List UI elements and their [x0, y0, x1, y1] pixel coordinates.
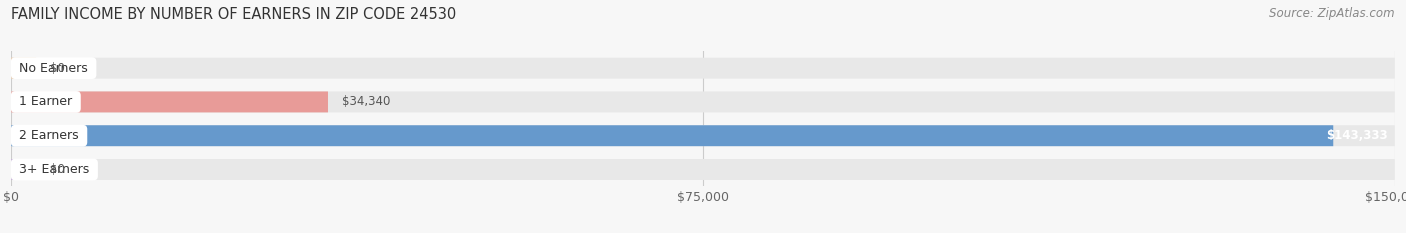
Text: 1 Earner: 1 Earner — [15, 96, 76, 108]
FancyBboxPatch shape — [11, 159, 37, 180]
Text: $0: $0 — [51, 62, 65, 75]
Text: No Earners: No Earners — [15, 62, 91, 75]
FancyBboxPatch shape — [11, 58, 37, 79]
Text: $0: $0 — [51, 163, 65, 176]
Text: $143,333: $143,333 — [1326, 129, 1388, 142]
FancyBboxPatch shape — [11, 125, 1395, 146]
Text: $34,340: $34,340 — [342, 96, 391, 108]
Text: 3+ Earners: 3+ Earners — [15, 163, 94, 176]
Text: Source: ZipAtlas.com: Source: ZipAtlas.com — [1270, 7, 1395, 20]
FancyBboxPatch shape — [11, 92, 328, 112]
FancyBboxPatch shape — [11, 92, 1395, 112]
Text: 2 Earners: 2 Earners — [15, 129, 83, 142]
Text: FAMILY INCOME BY NUMBER OF EARNERS IN ZIP CODE 24530: FAMILY INCOME BY NUMBER OF EARNERS IN ZI… — [11, 7, 457, 22]
FancyBboxPatch shape — [11, 159, 1395, 180]
FancyBboxPatch shape — [11, 125, 1333, 146]
FancyBboxPatch shape — [11, 58, 1395, 79]
